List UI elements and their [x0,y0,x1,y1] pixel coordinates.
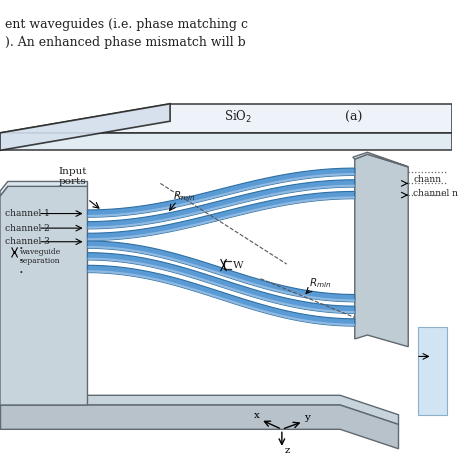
Polygon shape [87,173,355,217]
Polygon shape [87,252,355,313]
Polygon shape [87,270,355,326]
Polygon shape [87,258,355,313]
Polygon shape [87,185,355,229]
Text: (a): (a) [345,111,362,124]
Text: chann: chann [413,175,441,184]
Polygon shape [0,104,170,150]
FancyBboxPatch shape [418,327,447,415]
Polygon shape [0,181,87,196]
Polygon shape [0,104,452,133]
Polygon shape [0,186,87,405]
Polygon shape [87,196,355,240]
Text: x: x [254,411,259,419]
Text: channel 2: channel 2 [5,224,50,232]
Text: channel 3: channel 3 [5,237,50,246]
Text: ent waveguides (i.e. phase matching c: ent waveguides (i.e. phase matching c [5,18,248,31]
Polygon shape [87,246,355,302]
Text: $R_{min}$: $R_{min}$ [173,189,195,203]
Polygon shape [0,405,399,449]
Text: waveguide
separation: waveguide separation [20,248,61,265]
Polygon shape [353,153,408,167]
Text: z: z [285,445,290,455]
Polygon shape [87,168,355,217]
Polygon shape [355,154,408,347]
Polygon shape [87,192,355,240]
Text: channel n: channel n [413,189,458,198]
Polygon shape [0,133,452,150]
Text: $R_{min}$: $R_{min}$ [309,277,332,291]
Polygon shape [87,180,355,229]
Text: channel 1: channel 1 [5,209,50,218]
Polygon shape [0,395,399,425]
Text: y: y [304,412,310,422]
Polygon shape [87,241,355,302]
Text: SiO$_2$: SiO$_2$ [224,109,252,126]
Text: Input
ports: Input ports [59,167,87,186]
Text: ·
·
·: · · · [19,242,24,280]
Text: W: W [233,260,244,270]
Text: ). An enhanced phase mismatch will b: ). An enhanced phase mismatch will b [5,36,246,49]
Polygon shape [87,266,355,326]
